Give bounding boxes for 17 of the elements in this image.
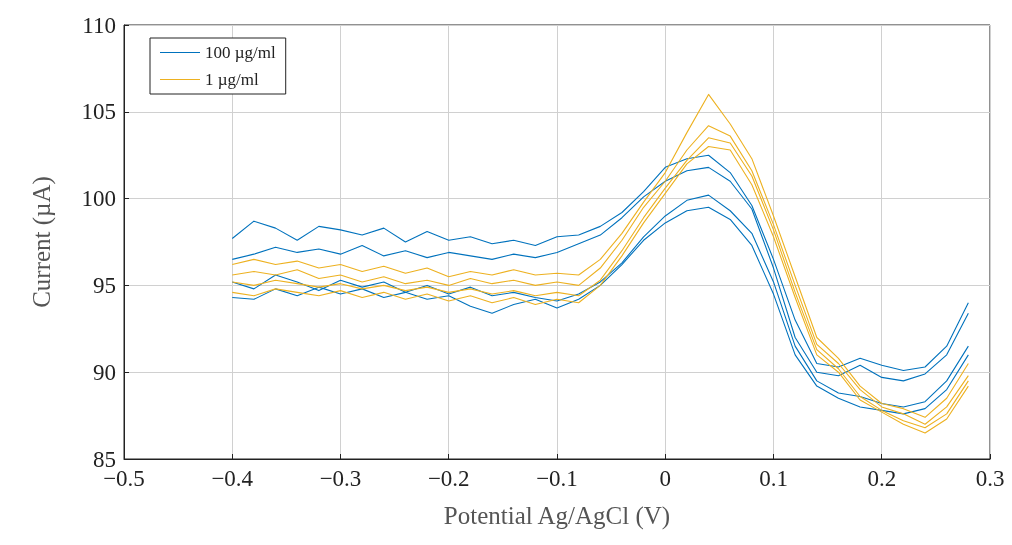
x-tick-label: 0: [659, 466, 671, 491]
legend-label: 1 µg/ml: [205, 70, 259, 89]
x-tick-label: −0.1: [536, 466, 578, 491]
y-tick-label: 100: [81, 186, 116, 212]
y-axis-title: Current (µA): [28, 176, 56, 308]
x-tick-label: 0.1: [759, 466, 788, 491]
x-tick-label: −0.3: [319, 466, 362, 491]
legend-label: 100 µg/ml: [205, 43, 276, 62]
x-tick-label: −0.2: [427, 466, 470, 491]
x-tick-label: 0.2: [867, 466, 897, 491]
y-tick-label: 90: [93, 359, 116, 385]
y-tick-label: 105: [81, 99, 116, 125]
x-tick-label: −0.4: [211, 466, 254, 491]
x-tick-label: 0.3: [975, 466, 1005, 491]
y-tick-label: 110: [82, 12, 116, 38]
x-axis-title: Potential Ag/AgCl (V): [443, 502, 671, 530]
y-tick-label: 95: [93, 272, 116, 298]
